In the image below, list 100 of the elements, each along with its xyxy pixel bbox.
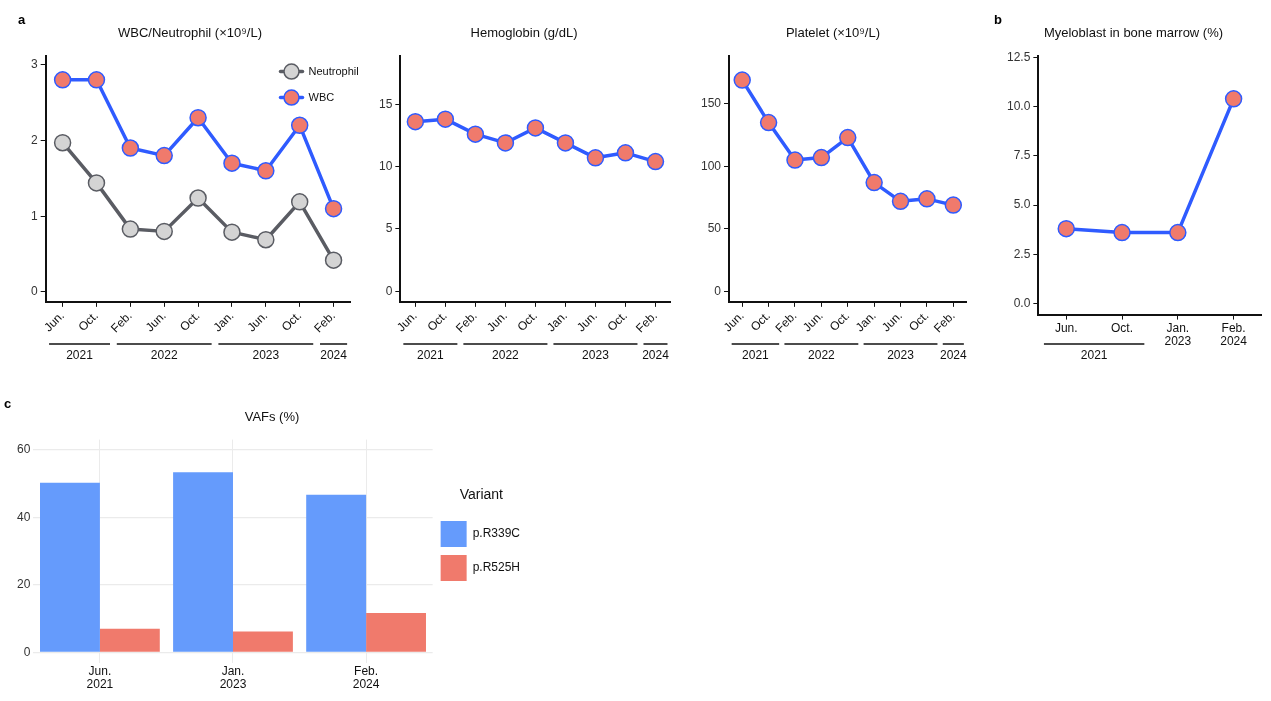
point bbox=[290, 193, 309, 211]
text: c bbox=[4, 396, 12, 412]
x-tick-label: Feb. bbox=[452, 308, 480, 336]
x-tick-label: Oct. bbox=[278, 308, 305, 334]
point bbox=[616, 144, 635, 162]
x-tick-label: Feb. bbox=[772, 308, 800, 336]
point bbox=[812, 148, 831, 167]
bar bbox=[366, 612, 426, 652]
x-tick-label: Jun. bbox=[879, 308, 905, 335]
x-tick-label: Oct. bbox=[75, 308, 101, 334]
point bbox=[223, 154, 241, 172]
legend-label: p.R339C bbox=[472, 526, 521, 541]
point bbox=[466, 125, 485, 143]
point bbox=[586, 149, 605, 167]
x-tick-label: Oct. bbox=[177, 308, 203, 334]
x-tick-label: Feb. bbox=[107, 308, 135, 336]
y-tick-label: 12.5 bbox=[1007, 49, 1031, 64]
y-tick-label: 40 bbox=[16, 509, 31, 524]
text: 2021 bbox=[1080, 348, 1108, 363]
point bbox=[865, 173, 883, 192]
text: 2023 bbox=[252, 348, 280, 363]
point bbox=[155, 222, 173, 241]
point bbox=[891, 192, 910, 211]
point bbox=[290, 116, 309, 135]
x-tick-label: Oct. bbox=[424, 308, 450, 334]
x-tick-label: Jan. bbox=[852, 308, 879, 335]
point bbox=[436, 110, 455, 128]
chart-title: Myeloblast in bone marrow (%) bbox=[1043, 25, 1224, 41]
chart-title: Hemoglobin (g/dL) bbox=[470, 25, 578, 41]
bar bbox=[173, 472, 233, 652]
point bbox=[1169, 223, 1187, 242]
point bbox=[944, 196, 963, 214]
y-tick-label: 50 bbox=[707, 221, 722, 236]
y-tick-label: 7.5 bbox=[1013, 148, 1031, 163]
legend-label: p.R525H bbox=[472, 560, 521, 575]
text: 2023 bbox=[887, 348, 915, 363]
text: 2021 bbox=[86, 677, 114, 692]
point bbox=[1113, 223, 1131, 242]
point bbox=[759, 113, 778, 132]
y-tick-label: 0 bbox=[714, 283, 722, 298]
point bbox=[324, 199, 343, 218]
x-tick-label: Feb. bbox=[633, 308, 660, 336]
text: b bbox=[994, 12, 1002, 28]
text: 2021 bbox=[417, 348, 445, 363]
y-tick-label: 2 bbox=[30, 132, 38, 147]
x-tick-label: Jun. bbox=[573, 308, 600, 335]
point bbox=[324, 251, 343, 269]
point bbox=[53, 133, 72, 152]
x-tick-label: Jun. bbox=[799, 308, 826, 335]
x-tick-label: Jun. bbox=[142, 308, 169, 335]
text: 2024 bbox=[1220, 334, 1248, 349]
x-tick-label: Oct. bbox=[826, 308, 853, 334]
x-tick-label: Oct. bbox=[747, 308, 774, 334]
text: 2022 bbox=[808, 348, 836, 363]
text: 2021 bbox=[66, 348, 94, 363]
legend-label: WBC bbox=[308, 90, 335, 103]
bar bbox=[232, 631, 293, 652]
point bbox=[189, 108, 207, 127]
point bbox=[257, 162, 275, 180]
y-tick-label: 0 bbox=[23, 644, 31, 659]
bar bbox=[40, 482, 100, 652]
point bbox=[1057, 219, 1075, 238]
x-tick-label: Jun. bbox=[483, 308, 510, 335]
text: 2024 bbox=[320, 348, 348, 363]
y-tick-label: 10 bbox=[378, 158, 393, 173]
x-tick-label: Jun. bbox=[393, 308, 420, 335]
point bbox=[87, 174, 106, 192]
x-tick-label: Jun. bbox=[244, 308, 271, 335]
point bbox=[53, 71, 72, 89]
x-tick-label: Jun. bbox=[720, 308, 747, 335]
y-tick-label: 0.0 bbox=[1013, 295, 1031, 310]
point bbox=[733, 71, 751, 89]
point bbox=[257, 230, 275, 249]
text: 2022 bbox=[150, 348, 178, 363]
y-tick-label: 3 bbox=[30, 57, 38, 71]
point bbox=[121, 220, 140, 238]
x-tick-label: Jun. bbox=[88, 664, 112, 679]
y-tick-label: 1 bbox=[30, 208, 38, 223]
text: 2024 bbox=[352, 677, 380, 692]
x-tick-label: Jun. bbox=[41, 308, 68, 335]
y-tick-label: 60 bbox=[16, 442, 31, 457]
point bbox=[189, 189, 207, 207]
x-tick-label: Feb. bbox=[311, 308, 339, 336]
point bbox=[839, 128, 857, 147]
y-tick-label: 0 bbox=[30, 284, 38, 299]
chart-title: WBC/Neutrophil (×10⁹/L) bbox=[118, 25, 262, 41]
legend-label: Neutrophil bbox=[308, 64, 359, 77]
x-tick-label: Oct. bbox=[1111, 321, 1134, 336]
text: a bbox=[18, 12, 26, 28]
point bbox=[406, 112, 425, 131]
y-tick-label: 20 bbox=[16, 577, 31, 592]
x-tick-label: Oct. bbox=[604, 308, 630, 334]
point bbox=[526, 119, 545, 137]
point bbox=[646, 152, 665, 171]
y-tick-label: 100 bbox=[700, 158, 722, 173]
y-tick-label: 10.0 bbox=[1007, 99, 1031, 114]
y-tick-label: 5.0 bbox=[1013, 197, 1031, 212]
point bbox=[918, 190, 936, 208]
x-tick-label: Oct. bbox=[905, 308, 932, 334]
point bbox=[121, 139, 140, 157]
